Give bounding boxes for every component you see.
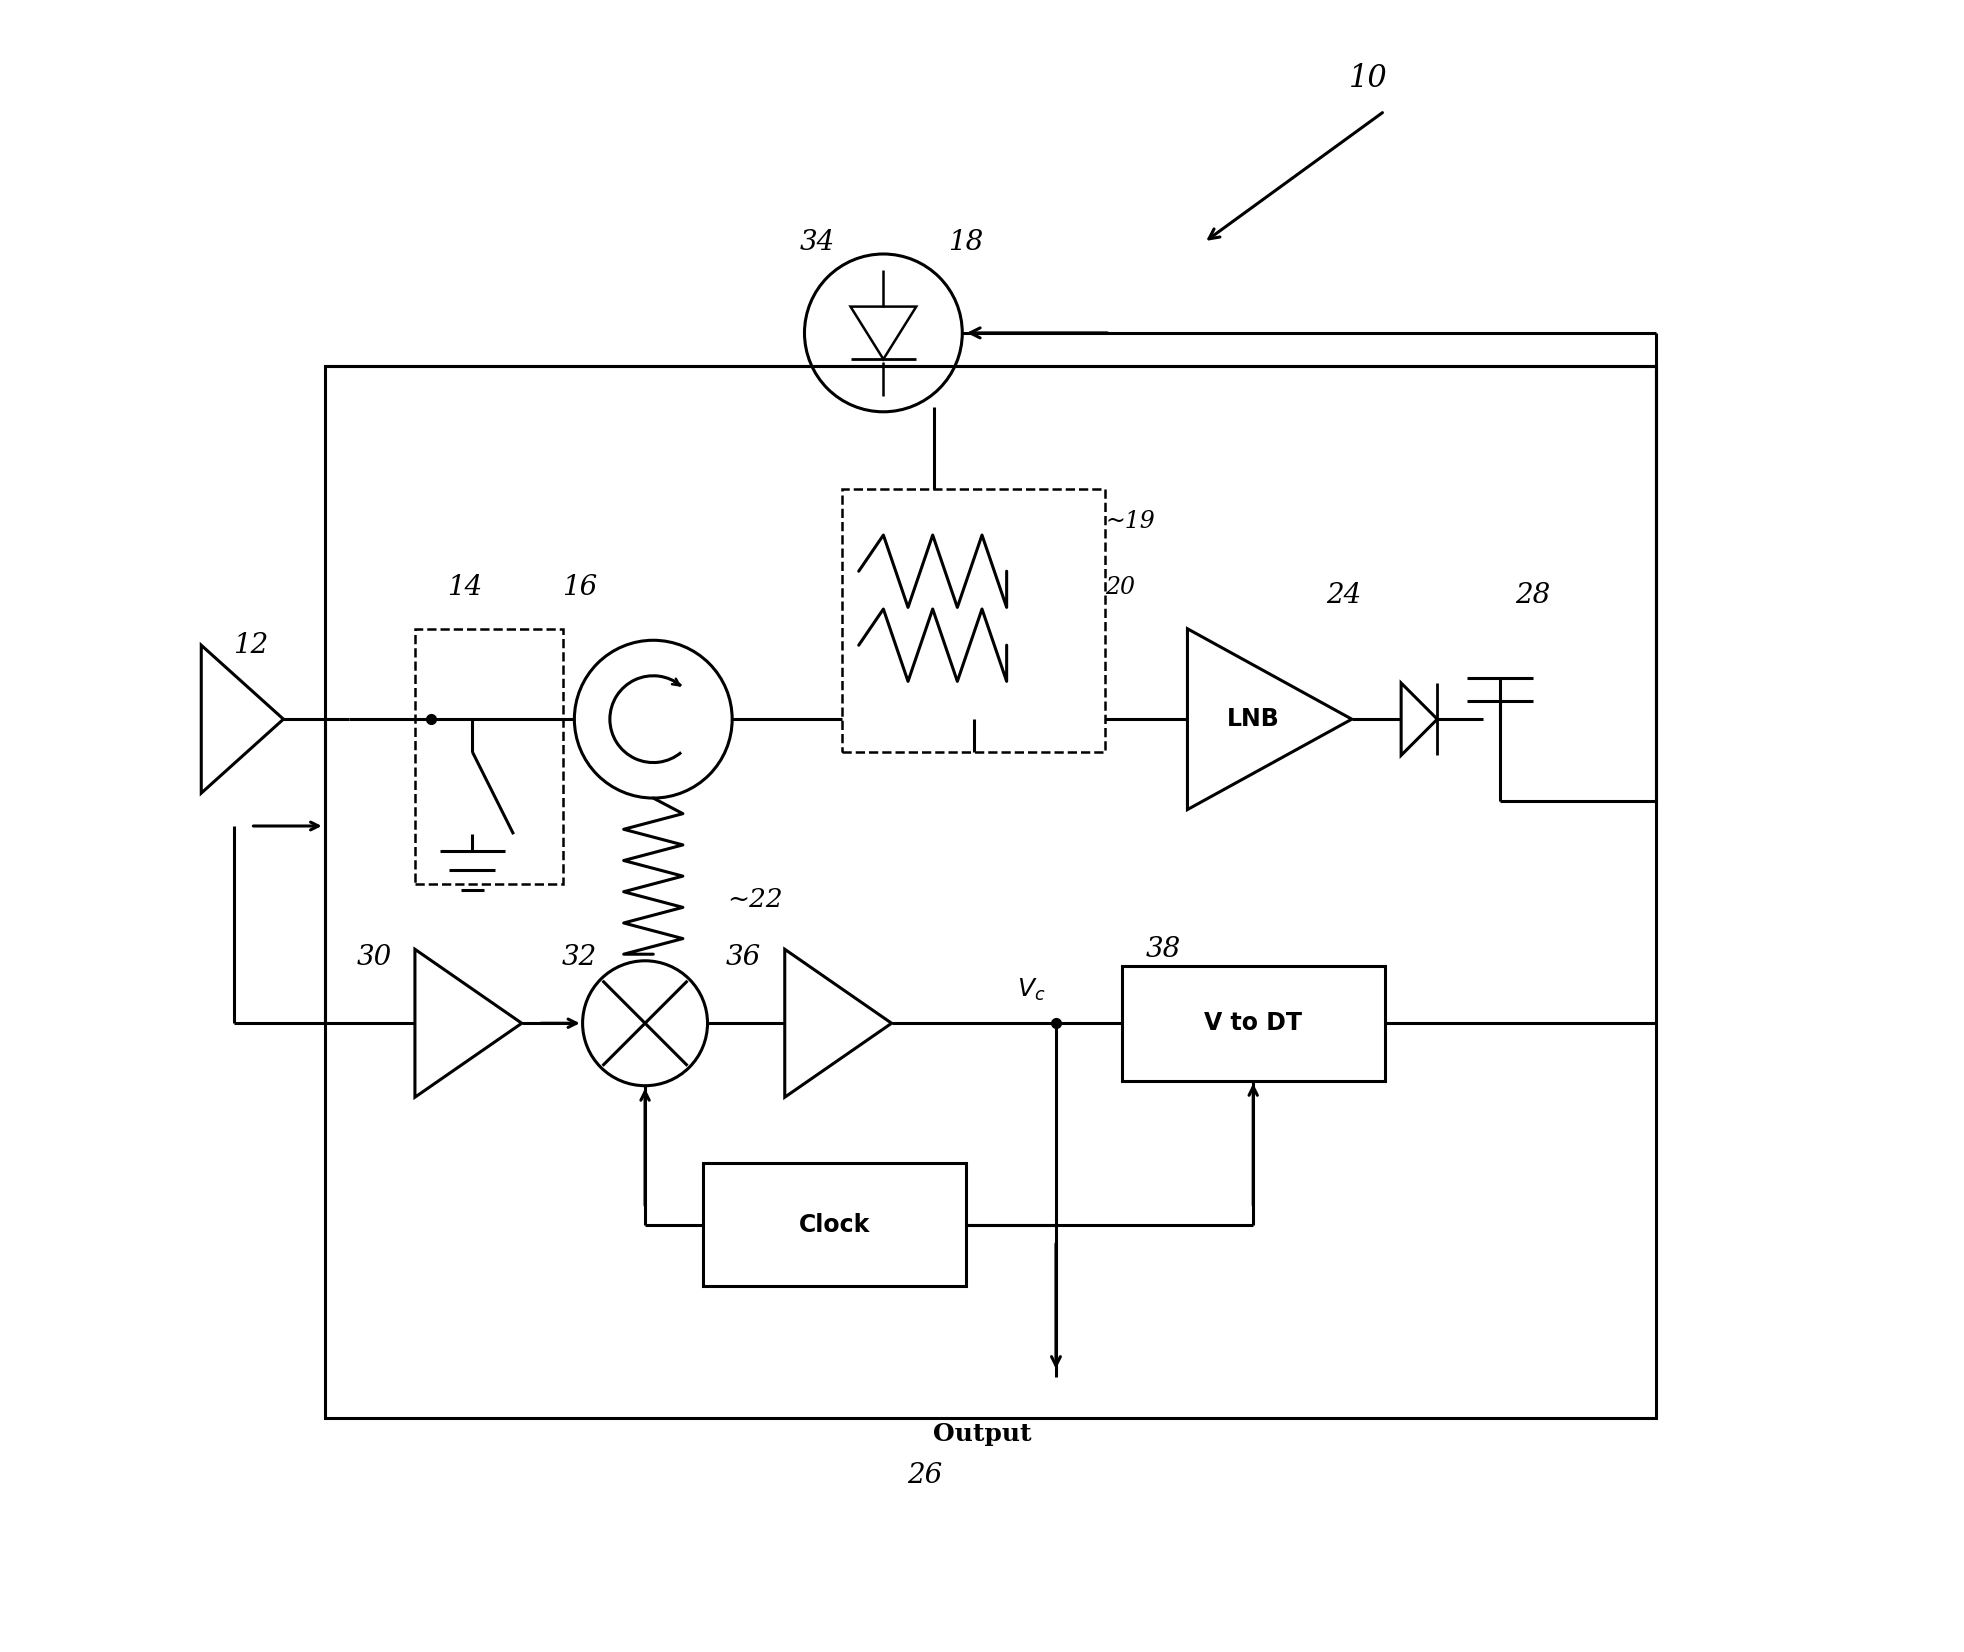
Text: Clock: Clock (799, 1213, 870, 1237)
Text: 26: 26 (907, 1462, 943, 1488)
Text: ~19: ~19 (1106, 510, 1155, 534)
Text: $V_c$: $V_c$ (1017, 978, 1045, 1003)
Text: 36: 36 (727, 943, 762, 971)
Text: 32: 32 (562, 943, 597, 971)
Text: 38: 38 (1145, 935, 1180, 963)
Text: 18: 18 (949, 230, 984, 256)
Text: 24: 24 (1326, 583, 1361, 610)
Text: 34: 34 (799, 230, 835, 256)
Text: 14: 14 (446, 575, 481, 601)
Text: ~22: ~22 (727, 887, 784, 912)
Text: 30: 30 (355, 943, 391, 971)
Text: 20: 20 (1106, 577, 1135, 600)
Text: V to DT: V to DT (1204, 1011, 1302, 1036)
Text: 10: 10 (1349, 63, 1389, 94)
Text: 12: 12 (234, 631, 269, 659)
Text: 28: 28 (1514, 583, 1550, 610)
Text: LNB: LNB (1228, 707, 1281, 732)
Text: Output: Output (933, 1422, 1031, 1446)
Text: 16: 16 (562, 575, 597, 601)
